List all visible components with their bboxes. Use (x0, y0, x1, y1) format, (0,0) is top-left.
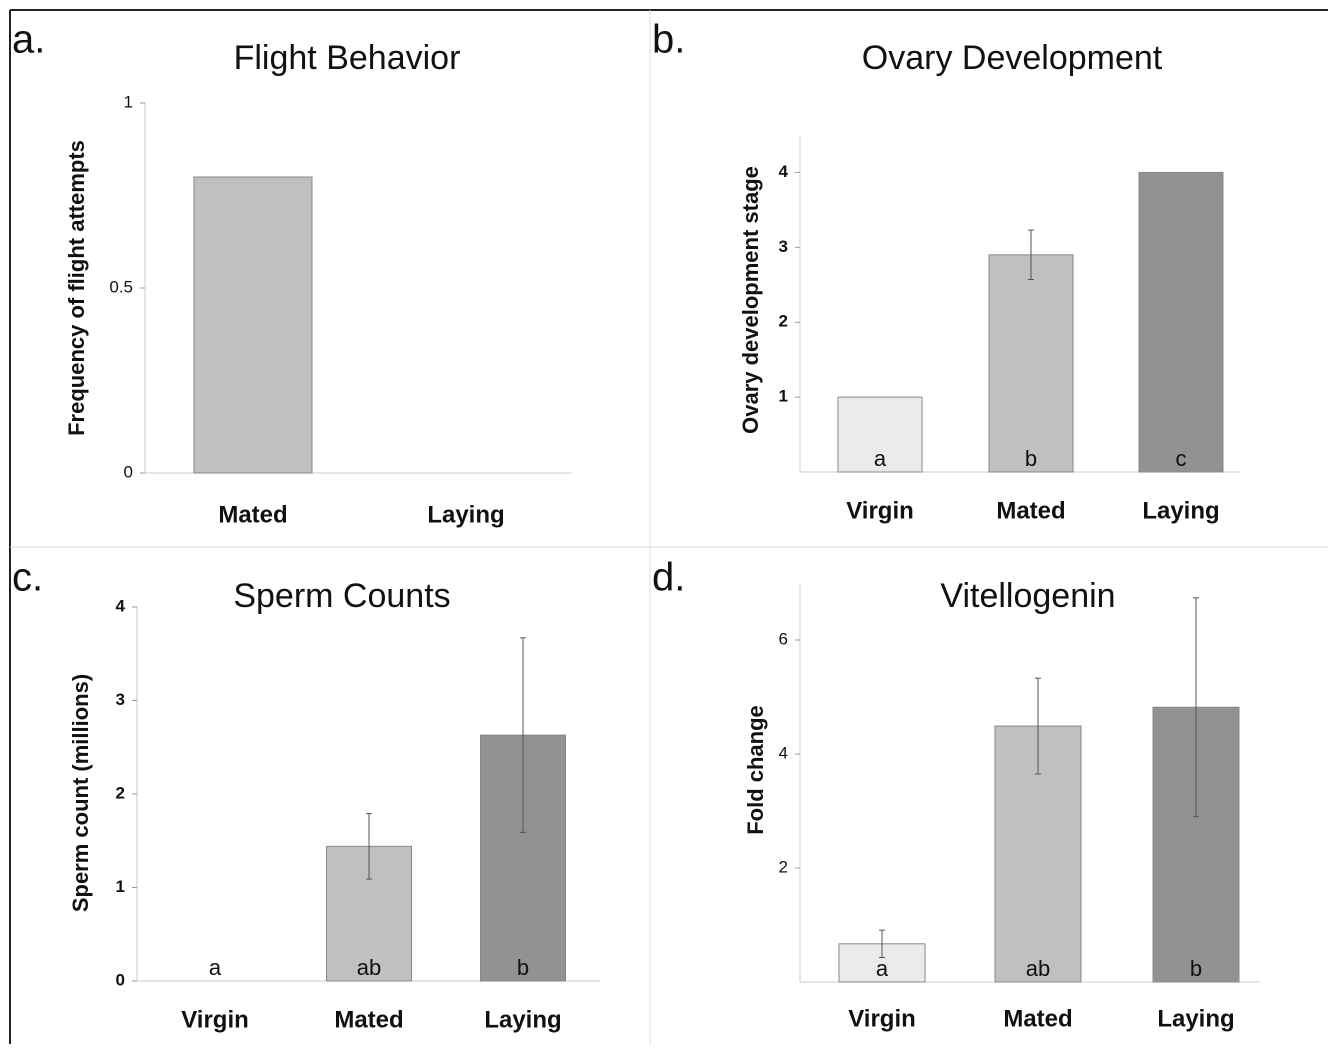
y-axis-label: Frequency of flight attempts (64, 140, 89, 436)
bar-label: a (209, 955, 222, 980)
y-tick-label: 2 (116, 783, 125, 802)
y-tick-label: 3 (779, 237, 788, 256)
bar (1138, 171, 1224, 473)
panel-label: c. (12, 556, 43, 600)
bar-label: b (1190, 956, 1202, 981)
x-tick-label: Mated (996, 497, 1065, 524)
x-tick-label: Mated (334, 1006, 403, 1033)
bar (837, 396, 923, 473)
panel-label: b. (652, 18, 685, 62)
bar-label: c (1176, 446, 1187, 471)
x-tick-label: Mated (1003, 1005, 1072, 1032)
chart-title: Flight Behavior (234, 39, 461, 77)
bar-label: a (874, 446, 887, 471)
panel-label: a. (12, 18, 45, 62)
y-axis-label: Ovary development stage (738, 166, 763, 434)
x-tick-label: Laying (427, 501, 504, 528)
bar-label: ab (357, 955, 381, 980)
y-tick-label: 1 (116, 877, 125, 896)
bar-label: b (1025, 446, 1037, 471)
chart-title: Sperm Counts (233, 577, 450, 615)
bar (988, 254, 1074, 473)
y-axis-label: Fold change (743, 705, 768, 835)
panel-label: d. (652, 556, 685, 600)
bar-label: b (517, 955, 529, 980)
x-tick-label: Mated (218, 501, 287, 528)
y-tick-label: 4 (779, 162, 789, 181)
y-tick-label: 1 (124, 92, 133, 111)
y-tick-label: 4 (116, 596, 126, 615)
bar-label: ab (1026, 956, 1050, 981)
x-tick-label: Laying (484, 1006, 561, 1033)
y-tick-label: 2 (779, 857, 788, 876)
y-tick-label: 1 (779, 387, 788, 406)
chart-title: Vitellogenin (940, 577, 1115, 615)
y-tick-label: 2 (779, 312, 788, 331)
bar-label: a (876, 956, 889, 981)
y-tick-label: 0 (124, 462, 133, 481)
y-axis-label: Sperm count (millions) (68, 674, 93, 912)
y-tick-label: 6 (779, 629, 788, 648)
chart-title: Ovary Development (862, 39, 1163, 77)
x-tick-label: Virgin (848, 1005, 916, 1032)
bar (193, 176, 313, 474)
y-tick-label: 0 (116, 970, 125, 989)
y-tick-label: 3 (116, 690, 125, 709)
y-tick-label: 0.5 (109, 277, 133, 296)
y-tick-label: 4 (779, 743, 788, 762)
x-tick-label: Virgin (846, 497, 914, 524)
x-tick-label: Laying (1142, 497, 1219, 524)
x-tick-label: Virgin (181, 1006, 249, 1033)
x-tick-label: Laying (1157, 1005, 1234, 1032)
